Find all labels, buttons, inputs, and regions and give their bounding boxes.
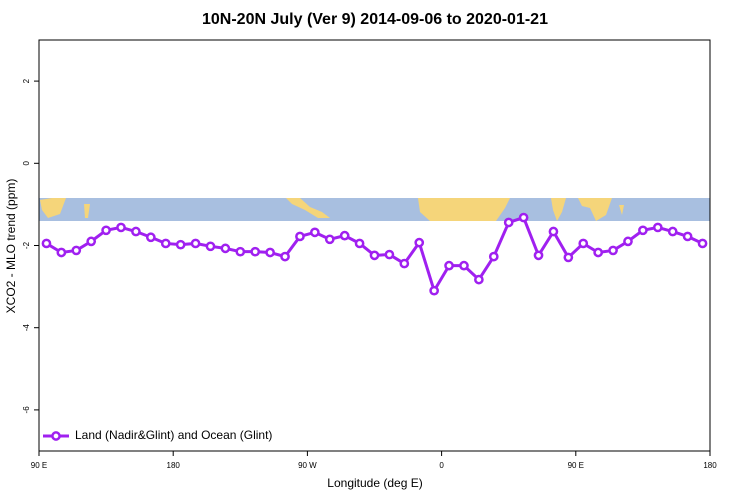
- data-point: [488, 251, 499, 262]
- y-tick-label: -2: [22, 241, 31, 249]
- x-tick-label: 90 W: [298, 461, 317, 470]
- data-point: [608, 245, 618, 256]
- data-point: [56, 247, 67, 258]
- data-point: [190, 238, 201, 249]
- data-point: [384, 249, 395, 260]
- data-point: [116, 222, 126, 233]
- data-point: [101, 225, 111, 236]
- data-point: [518, 212, 529, 223]
- data-point: [682, 231, 693, 242]
- plot-frame: [38, 39, 711, 452]
- y-tick-label: 2: [22, 78, 31, 83]
- data-point: [235, 246, 246, 257]
- x-axis-label: Longitude (deg E): [327, 476, 422, 490]
- data-point: [667, 226, 678, 237]
- map-strip: [39, 198, 710, 221]
- data-point: [41, 238, 52, 249]
- data-point: [369, 250, 380, 261]
- data-point: [205, 241, 216, 252]
- data-point: [578, 238, 589, 249]
- legend-label: Land (Nadir&Glint) and Ocean (Glint): [75, 428, 272, 442]
- data-point: [324, 234, 335, 245]
- data-point: [548, 226, 559, 237]
- y-tick-label: 0: [22, 161, 31, 166]
- x-tick-label: 180: [703, 461, 717, 470]
- y-tick-label: -6: [22, 406, 31, 414]
- data-point: [399, 258, 410, 269]
- data-point: [265, 247, 275, 258]
- x-tick-label: 180: [167, 461, 181, 470]
- data-point: [444, 260, 454, 271]
- data-point: [250, 246, 261, 257]
- data-point: [429, 285, 439, 296]
- data-point: [71, 245, 82, 256]
- legend-marker: [51, 431, 61, 441]
- data-point: [638, 225, 648, 236]
- data-point: [86, 236, 97, 247]
- data-point: [339, 230, 350, 241]
- data-point: [652, 222, 663, 233]
- data-point: [160, 238, 171, 249]
- chart-title: 10N-20N July (Ver 9) 2014-09-06 to 2020-…: [202, 11, 548, 28]
- data-point: [503, 217, 514, 228]
- data-point: [220, 243, 231, 254]
- data-point: [563, 252, 574, 263]
- data-point: [593, 247, 604, 258]
- data-point: [459, 260, 469, 271]
- data-point: [295, 231, 305, 242]
- data-point: [533, 250, 544, 261]
- data-point: [623, 236, 633, 247]
- data-point: [175, 239, 186, 250]
- data-point: [697, 238, 708, 249]
- y-tick-label: -4: [22, 324, 31, 332]
- data-point: [414, 237, 425, 248]
- data-point: [474, 274, 484, 285]
- x-tick-label: 90 E: [568, 461, 584, 470]
- y-axis-label: XCO2 - MLO trend (ppm): [4, 179, 18, 314]
- data-point: [131, 226, 141, 237]
- data-point: [354, 238, 365, 249]
- data-point: [280, 251, 290, 262]
- data-point: [145, 232, 156, 243]
- x-tick-label: 90 E: [31, 461, 47, 470]
- x-tick-label: 0: [439, 461, 444, 470]
- data-point: [310, 227, 320, 238]
